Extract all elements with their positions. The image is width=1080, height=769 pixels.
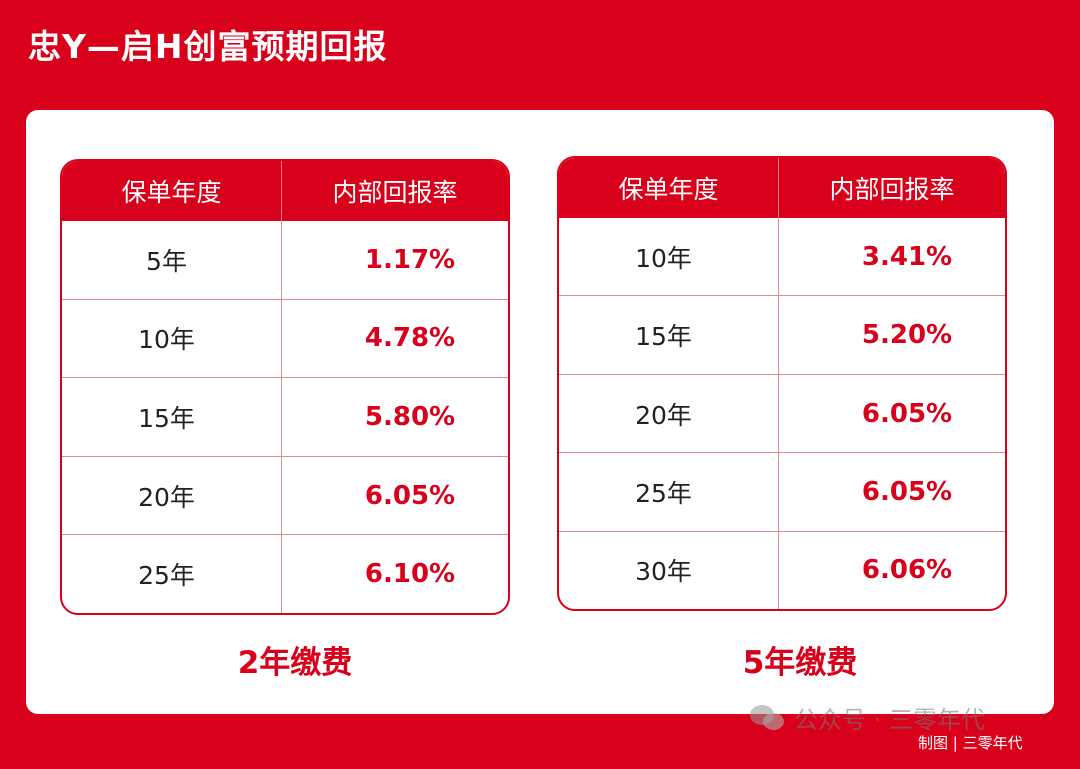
irr-cell: 4.78% bbox=[364, 323, 456, 354]
caption-2yr-payment: 2年缴费 bbox=[237, 645, 353, 681]
header-irr: 内部回报率 bbox=[829, 175, 955, 204]
chart-credit: 制图 | 三零年代 bbox=[918, 734, 1023, 752]
watermark: 公众号 · 三零年代 bbox=[750, 700, 985, 735]
irr-cell: 6.05% bbox=[861, 398, 953, 429]
table-header: 保单年度 内部回报率 bbox=[62, 161, 508, 221]
irr-table-2yr: 保单年度 内部回报率 5年 1.17% 10年 4.78% 15年 5.80% … bbox=[60, 159, 510, 615]
table-row: 15年 5.20% bbox=[559, 295, 1005, 374]
table-row: 10年 4.78% bbox=[62, 298, 508, 378]
table-row: 30年 6.06% bbox=[559, 530, 1005, 609]
policy-year-cell: 15年 bbox=[559, 296, 779, 374]
policy-year-cell: 20年 bbox=[559, 374, 779, 453]
irr-cell: 6.05% bbox=[364, 480, 456, 511]
policy-year-cell: 25年 bbox=[62, 535, 282, 613]
watermark-text: 公众号 · 三零年代 bbox=[794, 706, 985, 734]
table-header: 保单年度 内部回报率 bbox=[559, 158, 1005, 218]
policy-year-cell: 20年 bbox=[62, 456, 282, 535]
policy-year-cell: 30年 bbox=[559, 531, 779, 609]
header-irr: 内部回报率 bbox=[332, 178, 458, 207]
table-row: 5年 1.17% bbox=[62, 221, 508, 299]
policy-year-cell: 15年 bbox=[62, 378, 282, 456]
irr-cell: 5.20% bbox=[861, 320, 953, 351]
policy-year-cell: 25年 bbox=[559, 453, 779, 531]
irr-table-5yr: 保单年度 内部回报率 10年 3.41% 15年 5.20% 20年 6.05%… bbox=[557, 156, 1007, 611]
table-row: 20年 6.05% bbox=[559, 373, 1005, 453]
policy-year-cell: 10年 bbox=[559, 218, 779, 296]
irr-cell: 1.17% bbox=[364, 244, 456, 275]
policy-year-cell: 5年 bbox=[62, 221, 282, 299]
table-row: 20年 6.05% bbox=[62, 455, 508, 535]
table-row: 10年 3.41% bbox=[559, 218, 1005, 296]
irr-cell: 6.10% bbox=[364, 559, 456, 590]
irr-cell: 5.80% bbox=[364, 401, 456, 432]
table-row: 25年 6.05% bbox=[559, 452, 1005, 531]
irr-cell: 6.06% bbox=[861, 555, 953, 586]
table-row: 15年 5.80% bbox=[62, 377, 508, 456]
irr-cell: 3.41% bbox=[861, 241, 953, 272]
table-row: 25年 6.10% bbox=[62, 534, 508, 613]
content-card: 保单年度 内部回报率 5年 1.17% 10年 4.78% 15年 5.80% … bbox=[26, 110, 1054, 714]
irr-cell: 6.05% bbox=[861, 476, 953, 507]
wechat-icon bbox=[750, 703, 786, 733]
header-policy-year: 保单年度 bbox=[62, 161, 282, 221]
page-title: 忠Y—启H创富预期回报 bbox=[28, 27, 388, 66]
caption-5yr-payment: 5年缴费 bbox=[742, 645, 858, 681]
header-policy-year: 保单年度 bbox=[559, 158, 779, 218]
policy-year-cell: 10年 bbox=[62, 299, 282, 378]
